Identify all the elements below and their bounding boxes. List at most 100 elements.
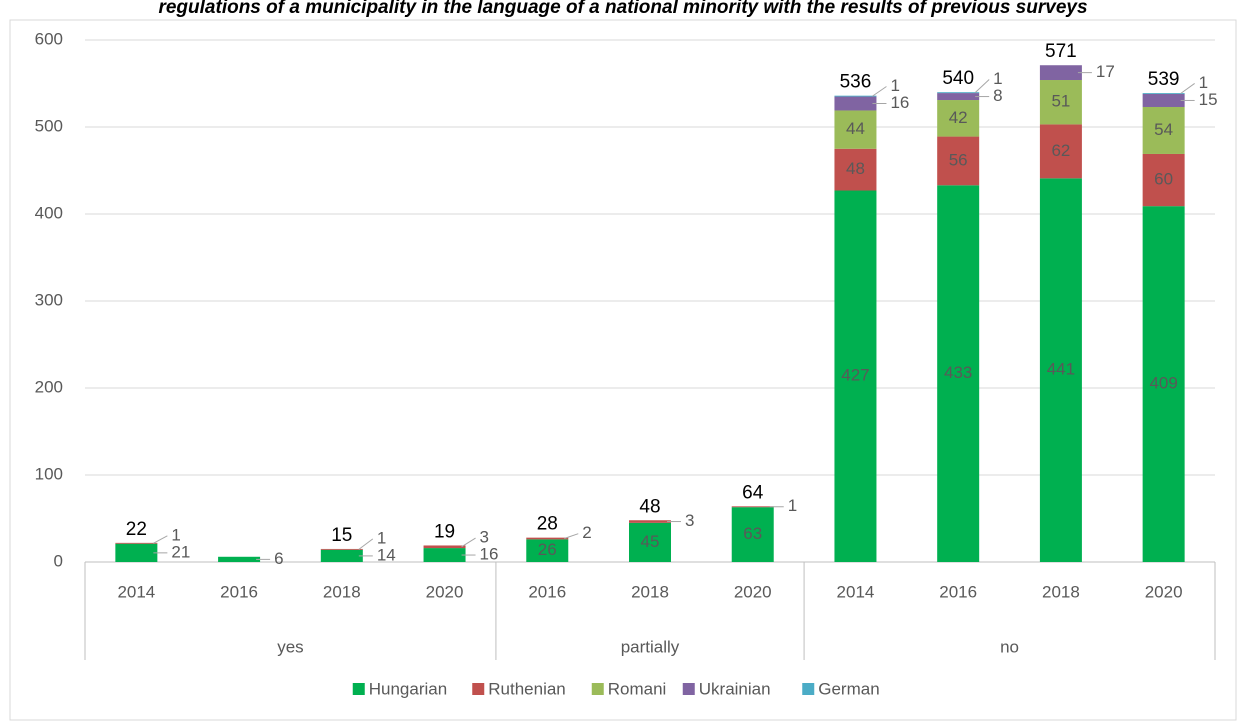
bar-segment [937,93,980,101]
legend-label: Romani [608,679,667,698]
bar-segment [1039,65,1082,81]
y-tick-label: 400 [35,203,63,222]
bar-segment [423,548,466,562]
chart-frame [9,19,1237,721]
y-tick-label: 300 [35,290,63,309]
leader-line [974,79,990,94]
bar-segment [1142,93,1185,107]
legend-swatch [591,683,604,695]
leader-line [564,533,579,539]
group-label: partially [621,637,680,656]
data-label: 54 [1154,120,1173,139]
data-label: 3 [480,528,489,547]
data-label: 16 [890,93,909,112]
data-label: 44 [846,119,865,138]
bar-segment [1142,93,1185,94]
data-label: 1 [788,496,797,515]
x-tick-label: 2014 [117,582,155,601]
x-tick-label: 2016 [939,582,977,601]
legend-label: Hungarian [369,679,447,698]
data-label: 1 [993,69,1002,88]
bar-segment [526,537,569,540]
group-label: no [1000,637,1019,656]
legend-swatch [472,683,485,695]
data-label: 8 [993,86,1002,105]
leader-line [872,86,887,97]
bar-segment [834,190,877,562]
data-label: 3 [685,511,694,530]
bar-segment [834,148,877,191]
data-label: 60 [1154,170,1173,189]
bar-segment [834,110,877,149]
data-label: 6 [274,549,283,568]
data-label: 62 [1051,141,1070,160]
legend-label: German [818,679,879,698]
data-label: 1 [1199,73,1208,92]
bar-segment [937,185,980,563]
x-tick-label: 2018 [323,582,361,601]
bar-segment [834,95,877,97]
group-label: yes [277,637,303,656]
data-label: 1 [171,525,180,544]
total-label: 48 [639,496,660,517]
x-tick-label: 2020 [1145,582,1183,601]
bar-segment [834,96,877,111]
bar-segment [629,522,671,562]
data-label: 26 [538,540,557,559]
total-label: 22 [126,519,147,540]
bar-segment [937,136,980,186]
data-label: 51 [1051,92,1070,111]
total-label: 19 [434,521,455,542]
data-label: 63 [743,524,762,543]
total-label: 536 [840,72,872,93]
data-label: 1 [890,76,899,95]
x-tick-label: 2014 [837,582,875,601]
data-label: 17 [1096,62,1115,81]
bar-segment [218,556,261,562]
y-tick-label: 100 [35,464,63,483]
bar-segment [1142,106,1185,154]
bar-segment [731,506,774,508]
x-tick-label: 2020 [734,582,772,601]
y-tick-label: 200 [35,377,63,396]
data-label: 409 [1149,374,1177,393]
bar-segment [526,539,569,562]
data-label: 16 [480,545,499,564]
y-tick-label: 600 [35,29,63,48]
data-label: 56 [949,150,968,169]
total-label: 540 [942,68,974,89]
bar-segment [320,548,363,550]
leader-line [358,538,374,550]
bar-segment [1039,80,1082,125]
x-tick-label: 2020 [426,582,464,601]
y-tick-label: 0 [54,551,63,570]
bar-segment [1039,178,1082,562]
data-label: 1 [377,528,386,547]
bar-segment [1039,124,1082,179]
data-label: 427 [841,366,869,385]
data-label: 2 [582,523,591,542]
leader-line [1180,83,1195,94]
bar-segment [731,507,774,562]
leader-line [153,535,168,544]
bar-segment [320,549,363,562]
bar-segment [629,520,671,523]
total-label: 64 [742,482,764,503]
bar-segment [937,100,980,137]
data-label: 48 [846,159,865,178]
total-label: 539 [1148,69,1180,90]
x-tick-label: 2016 [220,582,258,601]
x-tick-label: 2016 [528,582,566,601]
total-label: 28 [537,514,558,535]
total-label: 571 [1045,41,1077,62]
total-label: 15 [331,525,352,546]
bar-segment [937,92,980,94]
legend-swatch [802,683,815,695]
data-label: 441 [1047,360,1075,379]
y-tick-label: 500 [35,116,63,135]
chart-title: regulations of a municipality in the lan… [158,0,1087,18]
data-label: 21 [171,542,190,561]
data-label: 42 [949,108,968,127]
leader-line [461,537,476,548]
